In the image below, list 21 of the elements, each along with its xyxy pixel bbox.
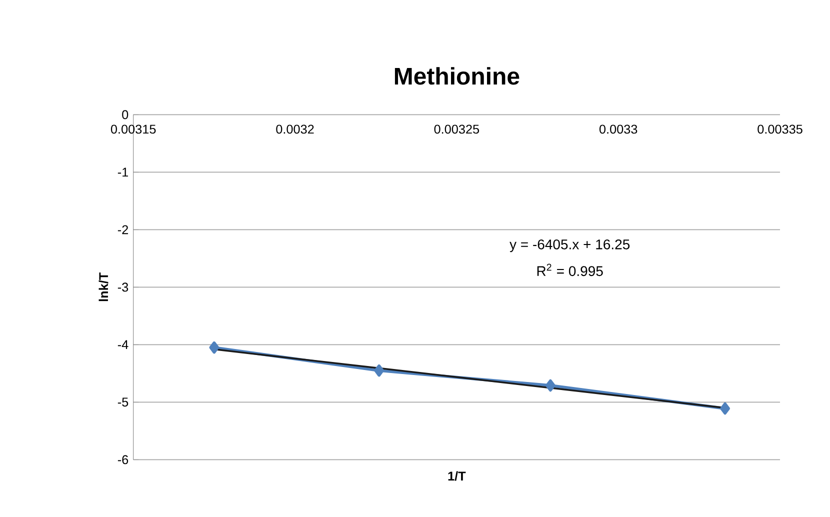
point bbox=[545, 379, 556, 392]
x-tick-label: 0.00335 bbox=[758, 124, 802, 134]
x-axis-title: 1/T bbox=[448, 471, 466, 481]
y-tick-label: 0 bbox=[122, 110, 128, 120]
y-tick-label: -6 bbox=[118, 455, 128, 464]
y-tick-label: -1 bbox=[118, 168, 128, 177]
point bbox=[374, 364, 384, 377]
y-tick-label: -4 bbox=[118, 340, 128, 350]
y-axis-title: lnk/T bbox=[98, 272, 108, 302]
x-tick-label: 0.0033 bbox=[599, 124, 638, 134]
point bbox=[720, 402, 730, 415]
point bbox=[209, 341, 220, 354]
y-tick-label: -3 bbox=[118, 282, 128, 292]
y-tick-label: -2 bbox=[118, 225, 128, 234]
x-tick-label: 0.0032 bbox=[276, 124, 314, 134]
x-tick-label: 0.00325 bbox=[434, 124, 480, 134]
annotation: R$^{2}$ = 0.995 bbox=[537, 264, 603, 276]
x-tick-label: 0.00315 bbox=[110, 124, 156, 134]
chart-title: Methionine bbox=[394, 67, 520, 85]
y-tick-label: -5 bbox=[118, 398, 128, 407]
annotation: y = -6405.x + 16.25 bbox=[510, 239, 630, 252]
